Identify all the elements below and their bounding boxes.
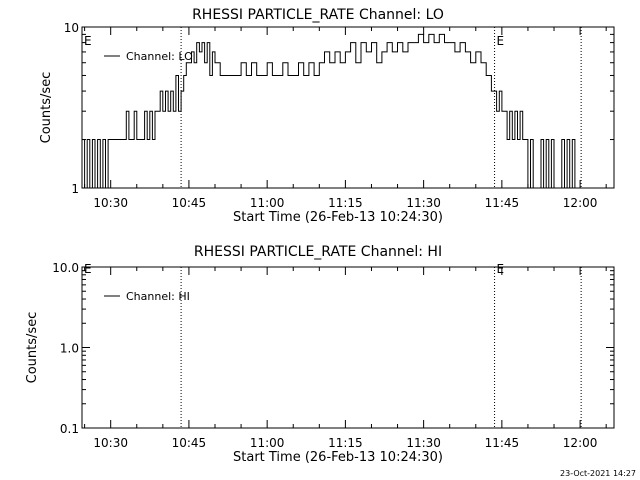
x-tick-label-hi: 12:00 [563, 436, 598, 450]
x-tick-label-lo: 12:00 [563, 196, 598, 210]
x-tick-label-lo: 10:30 [93, 196, 128, 210]
x-axis-label-hi: Start Time (26-Feb-13 10:24:30) [233, 450, 443, 465]
x-tick-label-lo: 11:15 [328, 196, 363, 210]
y-tick-label-lo: 1 [71, 182, 79, 196]
y-tick-label-hi: 1.0 [60, 342, 79, 356]
x-tick-label-hi: 10:45 [172, 436, 207, 450]
x-axis-label-lo: Start Time (26-Feb-13 10:24:30) [233, 210, 443, 225]
y-axis-label-lo: Counts/sec [39, 72, 54, 144]
event-marker-lo: E [497, 34, 505, 48]
series-line-lo [82, 33, 581, 189]
plot-frame-lo [81, 26, 615, 189]
x-tick-label-lo: 11:30 [406, 196, 441, 210]
x-tick-label-hi: 11:15 [328, 436, 363, 450]
chart-title-lo: RHESSI PARTICLE_RATE Channel: LO [192, 7, 444, 23]
chart-title-hi: RHESSI PARTICLE_RATE Channel: HI [194, 244, 442, 260]
y-tick-label-lo: 10 [64, 21, 79, 35]
y-tick-label-hi: 10.0 [52, 261, 79, 275]
event-marker-hi: E [84, 262, 92, 276]
y-axis-label-hi: Counts/sec [25, 312, 40, 384]
event-marker-lo: E [84, 34, 92, 48]
y-tick-label-hi: 0.1 [60, 422, 79, 436]
x-tick-label-lo: 11:45 [485, 196, 520, 210]
x-tick-label-hi: 11:30 [406, 436, 441, 450]
footer-date: 23-Oct-2021 14:27 [560, 469, 636, 478]
x-tick-label-hi: 11:45 [485, 436, 520, 450]
x-tick-label-lo: 10:45 [172, 196, 207, 210]
legend-label-hi: Channel: HI [126, 290, 190, 303]
x-tick-label-hi: 11:00 [250, 436, 285, 450]
x-tick-label-lo: 11:00 [250, 196, 285, 210]
event-marker-hi: E [497, 262, 505, 276]
x-tick-label-hi: 10:30 [93, 436, 128, 450]
legend-label-lo: Channel: LO [126, 50, 193, 63]
